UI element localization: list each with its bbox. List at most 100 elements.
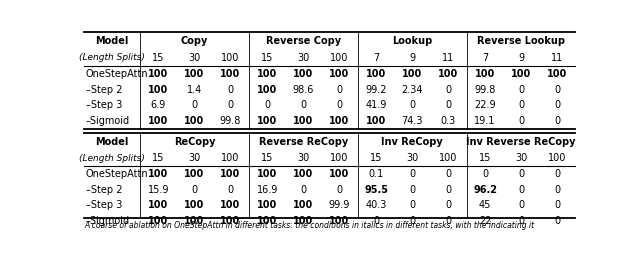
Text: Reverse ReCopy: Reverse ReCopy <box>259 137 348 147</box>
Text: 0: 0 <box>409 200 415 210</box>
Text: Reverse Copy: Reverse Copy <box>266 36 341 46</box>
Text: 22: 22 <box>479 216 492 226</box>
Text: ReCopy: ReCopy <box>173 137 215 147</box>
Text: 0: 0 <box>554 185 560 195</box>
Text: Reverse Lookup: Reverse Lookup <box>477 36 565 46</box>
Text: 2.34: 2.34 <box>401 84 423 95</box>
Text: 0: 0 <box>409 216 415 226</box>
Text: 100: 100 <box>221 53 239 63</box>
Text: 100: 100 <box>329 116 349 126</box>
Text: 0: 0 <box>191 100 198 110</box>
Text: 100: 100 <box>220 216 241 226</box>
Text: 0: 0 <box>445 185 451 195</box>
Text: 98.6: 98.6 <box>292 84 314 95</box>
Text: 0: 0 <box>518 116 524 126</box>
Text: 96.2: 96.2 <box>473 185 497 195</box>
Text: 0: 0 <box>554 216 560 226</box>
Text: 100: 100 <box>293 216 314 226</box>
Text: 100: 100 <box>293 116 314 126</box>
Text: 15.9: 15.9 <box>148 185 169 195</box>
Text: –Sigmoid: –Sigmoid <box>86 116 130 126</box>
Text: 0: 0 <box>518 169 524 179</box>
Text: 15: 15 <box>479 153 492 163</box>
Text: A coarse of ablation on OneStepAttn in different tasks: the conditions in italic: A coarse of ablation on OneStepAttn in d… <box>84 221 534 230</box>
Text: 30: 30 <box>188 153 200 163</box>
Text: 0: 0 <box>191 185 198 195</box>
Text: Model: Model <box>95 36 129 46</box>
Text: 0: 0 <box>554 116 560 126</box>
Text: 100: 100 <box>366 69 387 79</box>
Text: 9: 9 <box>518 53 524 63</box>
Text: 100: 100 <box>220 200 241 210</box>
Text: 0: 0 <box>445 216 451 226</box>
Text: 0: 0 <box>300 185 307 195</box>
Text: 100: 100 <box>366 116 387 126</box>
Text: 0.3: 0.3 <box>440 116 456 126</box>
Text: 100: 100 <box>184 216 205 226</box>
Text: 11: 11 <box>551 53 563 63</box>
Text: 40.3: 40.3 <box>365 200 387 210</box>
Text: 100: 100 <box>148 216 168 226</box>
Text: 15: 15 <box>152 53 164 63</box>
Text: 0: 0 <box>336 100 342 110</box>
Text: 0: 0 <box>336 84 342 95</box>
Text: 6.9: 6.9 <box>151 100 166 110</box>
Text: –Sigmoid: –Sigmoid <box>86 216 130 226</box>
Text: OneStepAttn: OneStepAttn <box>86 69 148 79</box>
Text: 100: 100 <box>257 116 278 126</box>
Text: 22.9: 22.9 <box>474 100 496 110</box>
Text: 100: 100 <box>330 53 348 63</box>
Text: 1.4: 1.4 <box>187 84 202 95</box>
Text: 100: 100 <box>257 169 278 179</box>
Text: 0: 0 <box>554 200 560 210</box>
Text: 30: 30 <box>188 53 200 63</box>
Text: 0: 0 <box>227 185 234 195</box>
Text: 30: 30 <box>297 53 310 63</box>
Text: 100: 100 <box>148 169 168 179</box>
Text: 100: 100 <box>221 153 239 163</box>
Text: 100: 100 <box>148 84 168 95</box>
Text: 100: 100 <box>257 69 278 79</box>
Text: 100: 100 <box>184 116 205 126</box>
Text: 100: 100 <box>439 153 458 163</box>
Text: 100: 100 <box>148 116 168 126</box>
Text: 100: 100 <box>330 153 348 163</box>
Text: 100: 100 <box>548 153 566 163</box>
Text: 0: 0 <box>409 169 415 179</box>
Text: 100: 100 <box>329 216 349 226</box>
Text: 100: 100 <box>475 69 495 79</box>
Text: Model: Model <box>95 137 129 147</box>
Text: 100: 100 <box>257 216 278 226</box>
Text: 0: 0 <box>445 84 451 95</box>
Text: 100: 100 <box>293 169 314 179</box>
Text: (Length Splits): (Length Splits) <box>79 154 145 163</box>
Text: 15: 15 <box>152 153 164 163</box>
Text: 30: 30 <box>297 153 310 163</box>
Text: 0: 0 <box>554 169 560 179</box>
Text: 0: 0 <box>264 100 271 110</box>
Text: (Length Splits): (Length Splits) <box>79 53 145 62</box>
Text: 0: 0 <box>227 100 234 110</box>
Text: 100: 100 <box>293 69 314 79</box>
Text: 0: 0 <box>373 216 380 226</box>
Text: 19.1: 19.1 <box>474 116 496 126</box>
Text: 0: 0 <box>300 100 307 110</box>
Text: 0: 0 <box>227 84 234 95</box>
Text: Inv Reverse ReCopy: Inv Reverse ReCopy <box>467 137 576 147</box>
Text: OneStepAttn: OneStepAttn <box>86 169 148 179</box>
Text: 11: 11 <box>442 53 454 63</box>
Text: –Step 2: –Step 2 <box>86 185 122 195</box>
Text: 15: 15 <box>261 153 273 163</box>
Text: 100: 100 <box>402 69 422 79</box>
Text: 100: 100 <box>220 169 241 179</box>
Text: 99.9: 99.9 <box>328 200 350 210</box>
Text: 0: 0 <box>445 200 451 210</box>
Text: 74.3: 74.3 <box>401 116 423 126</box>
Text: 15: 15 <box>370 153 383 163</box>
Text: 30: 30 <box>406 153 419 163</box>
Text: 100: 100 <box>184 69 205 79</box>
Text: 0: 0 <box>518 185 524 195</box>
Text: 100: 100 <box>184 169 205 179</box>
Text: 0: 0 <box>518 216 524 226</box>
Text: 16.9: 16.9 <box>257 185 278 195</box>
